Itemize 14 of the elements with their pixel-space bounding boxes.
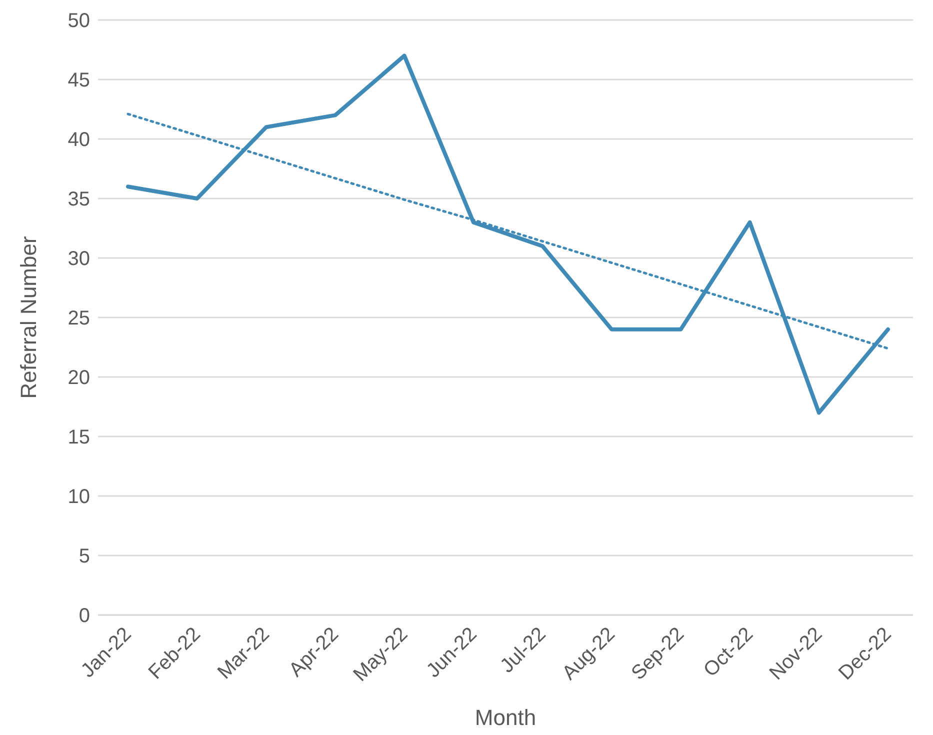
y-tick-label: 30 — [68, 248, 90, 270]
y-tick-label: 0 — [78, 605, 90, 628]
line-series — [126, 54, 890, 415]
y-tick-label: 15 — [68, 426, 90, 449]
x-axis-title: Month — [474, 705, 536, 730]
y-tick-label: 10 — [68, 486, 90, 508]
y-tick-label: 40 — [68, 129, 90, 152]
y-tick-label: 20 — [68, 367, 90, 390]
y-tick-label: 45 — [68, 70, 90, 92]
y-tick-label: 50 — [68, 10, 90, 32]
y-tick-label: 35 — [68, 188, 90, 211]
y-axis-title: Referral Number — [16, 236, 41, 399]
y-tick-label: 5 — [78, 546, 90, 568]
y-tick-label: 25 — [68, 308, 90, 330]
